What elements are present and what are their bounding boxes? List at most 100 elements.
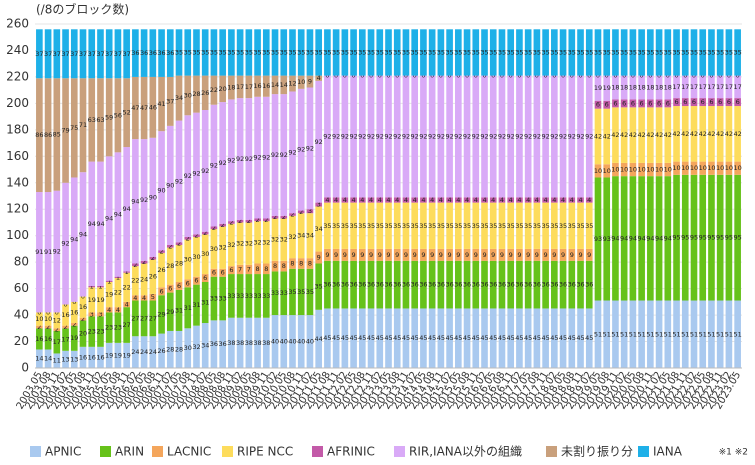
bar-segment <box>70 350 78 368</box>
data-label: 4 <box>491 196 495 204</box>
bar-segment <box>219 320 226 368</box>
data-label: 31 <box>192 301 200 309</box>
data-label: 30 <box>184 91 192 99</box>
bar-segment <box>481 260 488 309</box>
bar-segment <box>158 131 165 251</box>
data-label: 35 <box>559 222 567 230</box>
data-label: 45 <box>384 334 392 342</box>
bar-segment <box>306 29 314 76</box>
bar-segment <box>262 29 270 76</box>
data-label: 4 <box>107 306 111 314</box>
data-label: 8 <box>299 259 303 267</box>
bar-segment <box>568 248 576 261</box>
bar-segment <box>551 29 558 76</box>
data-label: 36 <box>332 281 340 289</box>
data-label: 37 <box>123 50 131 58</box>
bar-segment <box>385 202 392 249</box>
bar-segment <box>559 202 567 249</box>
bar-segment <box>725 75 733 99</box>
bar-segment <box>594 75 602 101</box>
bar-segment <box>44 325 52 329</box>
bar-segment <box>210 276 218 321</box>
bar-segment <box>289 315 296 368</box>
bar-segment <box>411 260 419 309</box>
bar-segment <box>149 259 157 294</box>
bar-segment <box>114 78 122 153</box>
bar-segment <box>79 172 87 297</box>
bar-segment <box>498 308 506 368</box>
bar-segment <box>193 234 200 238</box>
data-label: 92 <box>61 240 69 248</box>
data-label: 9 <box>421 251 425 259</box>
data-label: 35 <box>472 48 480 56</box>
bar-segment <box>594 29 602 76</box>
bar-segment <box>551 197 558 203</box>
bar-segment <box>97 346 104 368</box>
bar-segment <box>236 75 244 99</box>
legend-label: RIR,IANA以外の組織 <box>409 445 522 459</box>
bar-segment <box>603 29 611 76</box>
bar-segment <box>219 268 226 277</box>
bar-segment <box>620 162 628 177</box>
bar-segment <box>699 174 707 301</box>
bar-segment <box>271 29 279 76</box>
data-label: 35 <box>507 222 515 230</box>
bar-segment <box>175 29 183 76</box>
data-label: 30 <box>184 344 192 352</box>
bar-segment <box>324 197 331 203</box>
data-label: 35 <box>681 48 689 56</box>
bar-segment <box>210 229 218 269</box>
bar-segment <box>673 75 680 99</box>
bar-segment <box>166 330 174 368</box>
bar-segment <box>647 99 654 108</box>
data-label: 10 <box>44 315 52 323</box>
bar-segment <box>114 307 122 313</box>
bar-segment <box>577 197 584 203</box>
bar-segment <box>201 29 209 76</box>
data-label: 8 <box>290 259 294 267</box>
data-label: 92 <box>53 248 61 256</box>
data-label: 18 <box>629 84 637 92</box>
bar-segment <box>36 325 43 329</box>
data-label: 4 <box>369 196 373 204</box>
data-label: 92 <box>489 132 497 140</box>
data-label: 35 <box>699 48 707 56</box>
data-label: 92 <box>576 132 584 140</box>
data-label: 23 <box>88 328 96 336</box>
bar-segment <box>612 75 619 100</box>
data-label: 35 <box>733 48 741 56</box>
data-label: 19 <box>114 351 122 359</box>
bar-segment <box>690 174 698 301</box>
bar-segment <box>280 260 288 272</box>
bar-segment <box>699 161 707 175</box>
bar-segment <box>437 197 445 203</box>
data-label: 46 <box>149 103 157 111</box>
bar-segment <box>149 76 157 138</box>
bar-segment <box>673 174 680 301</box>
data-label: 4 <box>378 196 382 204</box>
data-label: 36 <box>489 281 497 289</box>
bar-segment <box>166 76 174 126</box>
data-label: 35 <box>515 222 523 230</box>
bar-segment <box>70 177 78 302</box>
note: ※1 ※2 <box>719 448 748 458</box>
bar-segment <box>166 247 174 285</box>
data-label: 35 <box>419 48 427 56</box>
bar-segment <box>551 248 558 261</box>
data-label: 92 <box>349 132 357 140</box>
bar-segment <box>236 274 244 318</box>
data-label: 35 <box>349 48 357 56</box>
data-label: 35 <box>402 48 410 56</box>
data-label: 51 <box>620 330 628 338</box>
data-label: 35 <box>288 288 296 296</box>
bar-segment <box>612 99 619 108</box>
data-label: 45 <box>550 334 558 342</box>
bar-segment <box>79 296 87 318</box>
data-label: 35 <box>620 48 628 56</box>
bar-segment <box>524 308 532 368</box>
bar-segment <box>524 75 532 198</box>
data-label: 20 <box>79 330 87 338</box>
bar-segment <box>603 177 611 301</box>
data-label: 37 <box>70 50 78 58</box>
bar-segment <box>489 75 497 198</box>
